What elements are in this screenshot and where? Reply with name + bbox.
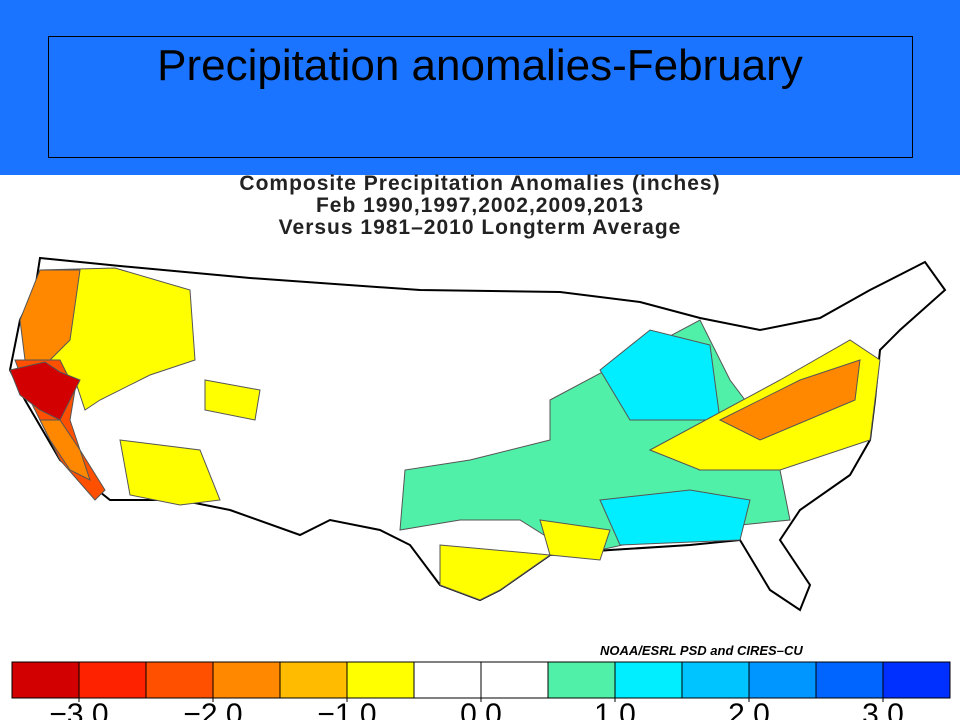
legend-tick-label: 2.0 xyxy=(728,698,770,720)
legend-swatch xyxy=(547,661,616,699)
legend-swatch xyxy=(11,661,80,699)
legend-tick-label: 3.0 xyxy=(862,698,904,720)
legend-swatch xyxy=(882,661,951,699)
title-box xyxy=(48,36,913,158)
legend-swatch xyxy=(815,661,884,699)
legend-swatch xyxy=(413,661,482,699)
map-heading: Feb 1990,1997,2002,2009,2013 xyxy=(315,194,645,217)
legend-tick-label: −1.0 xyxy=(317,698,376,720)
legend-tick-label: −2.0 xyxy=(183,698,242,720)
legend-swatch xyxy=(681,661,750,699)
legend-tick-label: 0.0 xyxy=(460,698,502,720)
legend-tick-label: 1.0 xyxy=(594,698,636,720)
legend-swatch xyxy=(279,661,348,699)
legend-swatch xyxy=(212,661,281,699)
legend-swatch xyxy=(78,661,147,699)
legend-tick-label: −3.0 xyxy=(49,698,108,720)
legend-swatch xyxy=(614,661,683,699)
header-band xyxy=(0,0,960,175)
legend-swatch xyxy=(748,661,817,699)
legend-swatch xyxy=(480,661,549,699)
map-heading: Composite Precipitation Anomalies (inche… xyxy=(239,172,721,195)
legend-swatch xyxy=(145,661,214,699)
legend-swatch xyxy=(346,661,415,699)
map-heading: Versus 1981–2010 Longterm Average xyxy=(278,216,682,239)
credit: NOAA/ESRL PSD and CIRES–CU xyxy=(600,643,803,658)
title: Precipitation anomalies-February xyxy=(157,41,803,90)
